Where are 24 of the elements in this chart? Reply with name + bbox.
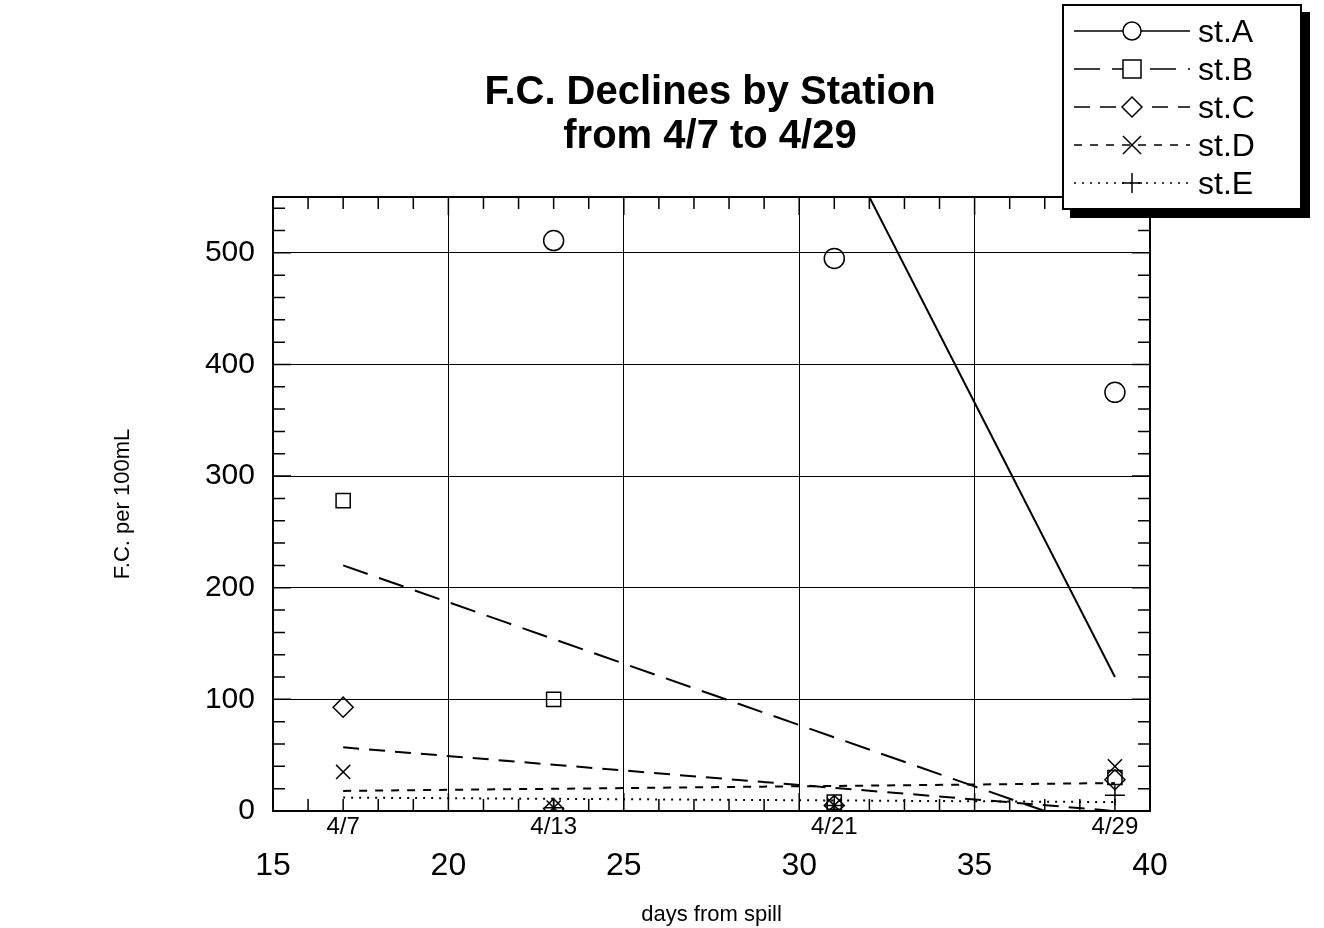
y-tick-label: 300 [204,457,255,491]
chart-title: F.C. Declines by Station from 4/7 to 4/29 [483,68,937,156]
y-axis-title: F.C. per 100mL [109,428,135,580]
y-tick-label: 0 [238,792,255,826]
legend-label: st.A [1198,12,1254,50]
x-tick-label: 30 [781,846,817,883]
y-tick-label: 500 [204,234,255,268]
x-axis-title: days from spill [641,900,782,926]
y-tick-label: 400 [204,345,255,379]
legend-label: st.D [1198,126,1255,164]
y-tick-label: 200 [204,568,255,602]
x-tick-label: 25 [606,846,642,883]
text: 4/7 [326,811,360,839]
x-tick-label: 20 [430,846,467,883]
legend-label: st.C [1198,88,1255,126]
x-tick-label: 35 [956,846,993,883]
y-tick-label: 100 [204,680,255,714]
text: 4/13 [530,811,577,839]
text: 4/29 [1091,811,1139,839]
x-tick-label: 15 [255,846,291,883]
legend-label: st.E [1198,164,1254,202]
text: 4/21 [810,811,858,839]
x-tick-label: 40 [1132,846,1168,883]
legend-label: st.B [1198,50,1254,88]
